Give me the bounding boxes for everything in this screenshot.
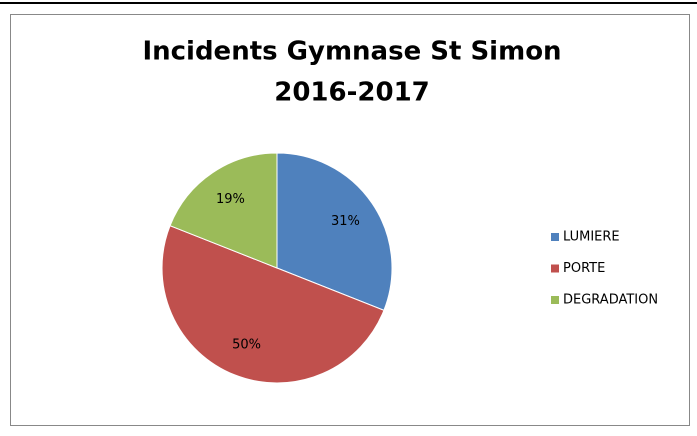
legend-swatch [551,233,559,241]
pie-slice [161,225,385,384]
legend-swatch [551,296,559,304]
pie-slice [169,152,278,269]
legend-swatch [551,264,559,273]
data-label: 19% [216,192,245,207]
chart-frame [10,14,690,426]
legend-label: LUMIERE [563,230,620,245]
chart-title: Incidents Gymnase St Simon [142,37,561,67]
legend-label: PORTE [563,261,605,276]
chart-title: 2016-2017 [274,78,430,108]
data-label: 31% [331,214,360,229]
pie-slice [276,152,393,311]
legend-label: DEGRADATION [563,293,658,308]
data-label: 50% [232,337,261,352]
